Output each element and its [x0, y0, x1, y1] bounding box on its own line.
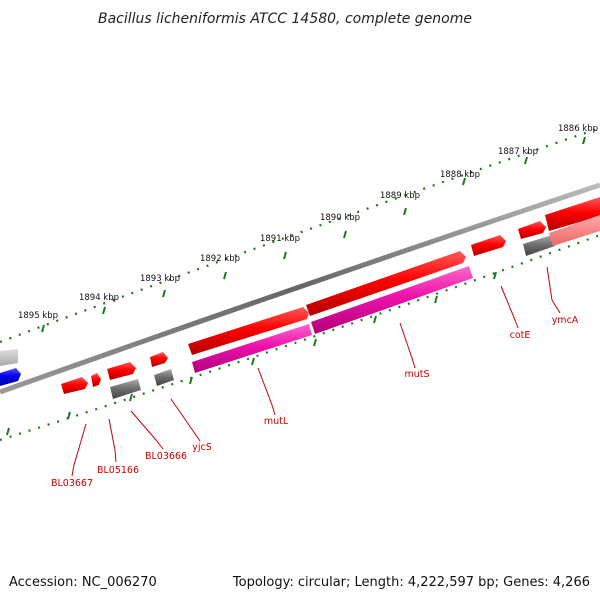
kbp-label-1888: 1888 kbp [440, 170, 480, 180]
gene-label-ymca: ymcA [552, 315, 579, 326]
gene-yjcs[interactable] [150, 352, 168, 367]
kbp-label-1890: 1890 kbp [320, 213, 360, 223]
gene-label-muts: mutS [404, 369, 429, 380]
gene-bl03666[interactable] [107, 362, 136, 380]
genome-summary-text: Topology: circular; Length: 4,222,597 bp… [232, 575, 590, 590]
gene-bl03667[interactable] [61, 377, 88, 394]
gene-muts[interactable] [306, 251, 466, 316]
kbp-label-1895: 1895 kbp [18, 311, 58, 321]
kbp-label-1892: 1892 kbp [200, 254, 240, 264]
label-leaders [71, 266, 561, 477]
gene-label-yjcs: yjcS [192, 442, 212, 453]
gene-ymca-upstream[interactable] [518, 221, 546, 239]
gene-label-bl03667: BL03667 [51, 478, 93, 489]
gene-label-cote: cotE [510, 330, 531, 341]
inner-major-ticks [6, 271, 497, 436]
outer-major-ticks [41, 136, 586, 333]
cds-muts[interactable] [311, 266, 473, 334]
gene-bl05166[interactable] [91, 373, 101, 387]
kbp-label-1886: 1886 kbp [558, 124, 598, 134]
kbp-label-1893: 1893 kbp [140, 274, 180, 284]
kbp-label-1894: 1894 kbp [79, 293, 119, 303]
genome-backbone [0, 182, 600, 395]
gene-label-bl03666: BL03666 [145, 451, 187, 462]
cds-mutl[interactable] [192, 324, 312, 373]
kbp-label-1887: 1887 kbp [498, 147, 538, 157]
gray-feature-bl03666[interactable] [110, 379, 141, 399]
accession-text: Accession: NC_006270 [9, 575, 157, 590]
gray-feature-ymca[interactable] [523, 235, 555, 256]
salmon-feature-ymca[interactable] [549, 215, 600, 246]
kbp-label-1889: 1889 kbp [380, 191, 420, 201]
gene-mutl[interactable] [188, 307, 309, 355]
gene-label-bl05166: BL05166 [97, 465, 139, 476]
gene-label-mutl: mutL [264, 416, 289, 427]
gray-feature-yjcs[interactable] [154, 369, 174, 386]
blue-feature-left[interactable] [0, 368, 21, 386]
map-title: Bacillus licheniformis ATCC 14580, compl… [98, 11, 472, 27]
gene-cote[interactable] [471, 235, 506, 256]
kbp-label-1891: 1891 kbp [260, 234, 300, 244]
gene-ymca-region[interactable] [545, 197, 600, 231]
outer-scale-track [0, 126, 600, 344]
gray-feature-left[interactable] [0, 349, 18, 366]
